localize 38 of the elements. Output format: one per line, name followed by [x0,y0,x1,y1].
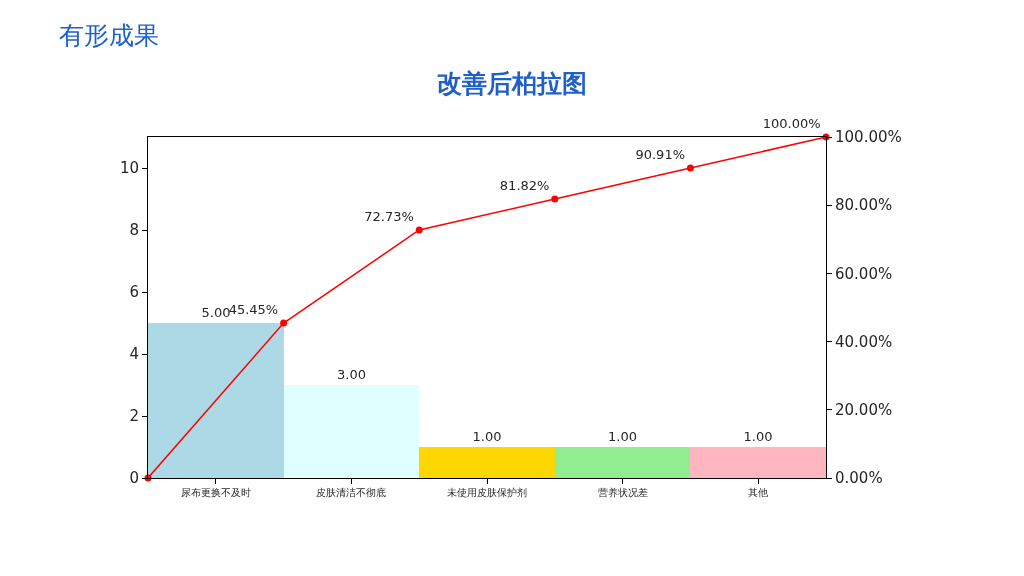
y-tick-label: 10 [119,159,139,178]
y-tick-label: 8 [129,221,139,240]
data-label: 5.00 [201,305,231,320]
bar [148,323,284,478]
data-label: 90.91% [635,147,686,163]
point [686,164,694,172]
y-tick-label: 6 [129,283,139,302]
x-tick-label: 皮肤清洁不彻底 [316,487,387,498]
y-tick-label: 0 [129,469,139,488]
bar [284,385,419,478]
y2-tick-label: 80.00% [835,196,893,215]
x-tick-label: 其他 [748,487,769,498]
y2-tick-label: 40.00% [835,332,893,351]
y-tick-label: 4 [129,345,139,364]
point [551,195,559,203]
y-tick-label: 2 [129,407,139,426]
data-label: 1.00 [743,429,773,444]
x-tick-label: 未使用皮肤保护剂 [447,487,527,498]
data-label: 72.73% [364,209,414,225]
y2-tick-label: 100.00% [835,128,902,147]
y2-tick-label: 20.00% [835,401,893,420]
text: 有形成果 [59,21,159,50]
y2-tick-label: 60.00% [835,264,893,283]
line-series [144,133,830,482]
bar [419,447,555,478]
bar [690,447,826,478]
bar [555,447,690,478]
point [415,226,423,234]
x-tick-label: 尿布更换不及时 [180,487,251,498]
data-label: 81.82% [499,178,550,194]
chart-title: 改善后柏拉图 [437,68,587,98]
data-label: 1.00 [608,429,637,444]
data-label: 100.00% [762,116,821,132]
data-label: 1.00 [472,429,502,444]
data-label: 3.00 [337,367,366,382]
point [280,319,288,327]
x-tick-label: 营养状况差 [597,487,648,498]
y2-tick-label: 0.00% [835,469,883,488]
